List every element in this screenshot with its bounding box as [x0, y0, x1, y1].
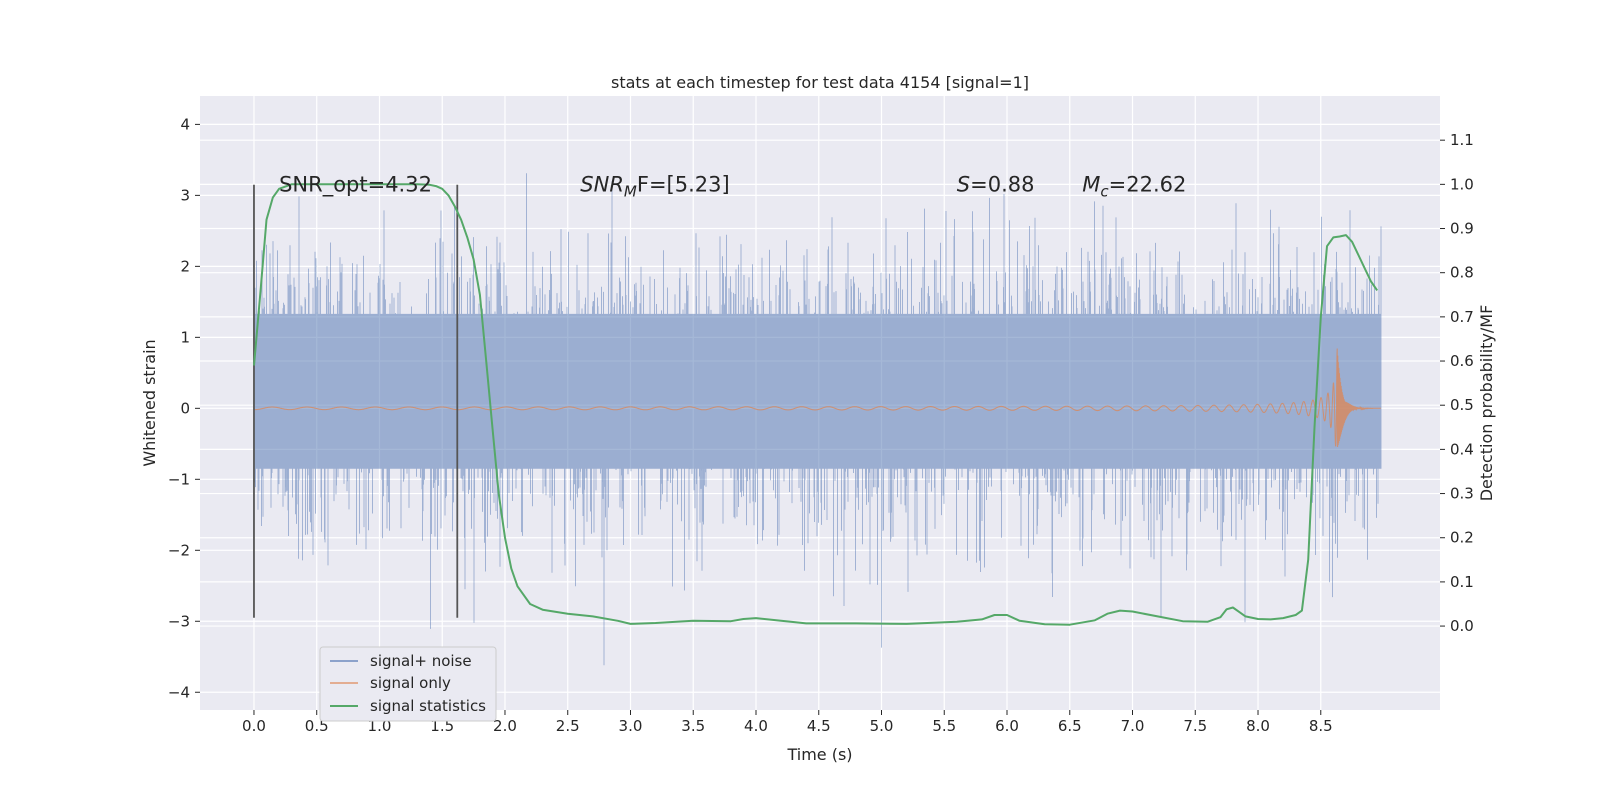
chart-title: stats at each timestep for test data 415…	[611, 73, 1029, 92]
y2-tick-label-1: 0.1	[1450, 573, 1474, 591]
x-tick-label-13: 6.5	[1058, 717, 1082, 735]
x-tick-label-11: 5.5	[932, 717, 956, 735]
y-tick-label-6: 2	[180, 257, 190, 275]
y2-tick-label-7: 0.7	[1450, 308, 1474, 326]
y-tick-label-0: −4	[168, 683, 190, 701]
y-tick-label-7: 3	[180, 186, 190, 204]
x-tick-label-15: 7.5	[1183, 717, 1207, 735]
y2-tick-label-2: 0.2	[1450, 529, 1474, 547]
annotation-snr-opt: SNR_opt=4.32	[279, 173, 432, 198]
y-tick-label-4: 0	[180, 399, 190, 417]
signal-trace	[254, 348, 1381, 448]
signal-series	[254, 348, 1381, 448]
vertical-lines	[253, 184, 459, 618]
annotations: SNR_opt=4.32 SNRMF=[5.23] S=0.88 Mc=22.62	[279, 173, 1186, 201]
x-tick-label-9: 4.5	[807, 717, 831, 735]
y-axis-label: Whitened strain	[140, 339, 159, 466]
y-tick-label-2: −2	[168, 541, 190, 559]
y2-tick-label-9: 0.9	[1450, 220, 1474, 238]
x-tick-label-4: 2.0	[493, 717, 517, 735]
legend-label-signal: signal only	[370, 674, 451, 692]
x-tick-label-0: 0.0	[242, 717, 266, 735]
x-tick-label-12: 6.0	[995, 717, 1019, 735]
y2-tick-label-4: 0.4	[1450, 440, 1474, 458]
legend: signal+ noise signal only signal statist…	[319, 646, 497, 722]
x-tick-label-16: 8.0	[1246, 717, 1270, 735]
x-tick-label-17: 8.5	[1309, 717, 1333, 735]
y2-tick-label-8: 0.8	[1450, 264, 1474, 282]
x-tick-label-1: 0.5	[305, 717, 329, 735]
x-tick-label-14: 7.0	[1121, 717, 1145, 735]
y2-tick-label-10: 1.0	[1450, 175, 1474, 193]
legend-box	[319, 646, 497, 722]
statistics-series	[253, 183, 1379, 626]
legend-label-statistics: signal statistics	[370, 697, 486, 715]
y-tick-label-8: 4	[180, 115, 190, 133]
y-tick-label-5: 1	[180, 328, 190, 346]
annotation-spin: S=0.88	[957, 173, 1035, 197]
y2-tick-label-5: 0.5	[1450, 396, 1474, 414]
legend-label-noise: signal+ noise	[370, 652, 472, 670]
x-tick-label-10: 5.0	[870, 717, 894, 735]
statistics-line	[253, 183, 1379, 626]
y2-axis-label: Detection probability/MF	[1477, 305, 1496, 502]
x-axis-label: Time (s)	[786, 745, 852, 764]
y2-tick-label-6: 0.6	[1450, 352, 1474, 370]
y2-tick-label-0: 0.0	[1450, 617, 1474, 635]
y-tick-label-1: −3	[168, 612, 190, 630]
x-tick-label-5: 2.5	[556, 717, 580, 735]
annotation-chirp-mass: Mc=22.62	[1082, 173, 1186, 201]
y2-tick-label-11: 1.1	[1450, 131, 1474, 149]
ticks: 0.0 0.5 1.0 1.5 2.0 2.5 3.0 3.5 4.0 4.5 5.0 5.5 6.0 6…	[168, 115, 1474, 735]
y-tick-label-3: −1	[168, 470, 190, 488]
x-tick-label-8: 4.0	[744, 717, 768, 735]
x-tick-label-7: 3.5	[681, 717, 705, 735]
x-tick-label-6: 3.0	[619, 717, 643, 735]
y2-tick-label-3: 0.3	[1450, 485, 1474, 503]
annotation-snr-mf: SNRMF=[5.23]	[580, 173, 729, 201]
